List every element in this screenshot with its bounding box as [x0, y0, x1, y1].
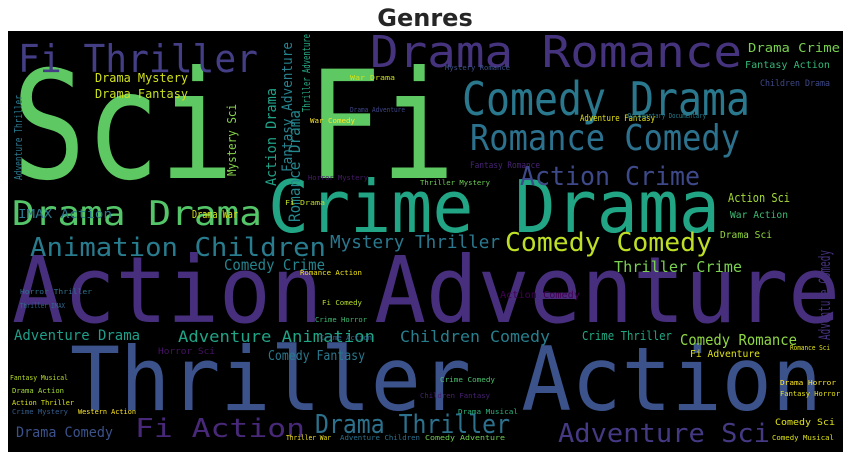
word: Drama Action [12, 387, 64, 395]
word: Drama Mystery [95, 71, 188, 85]
word: Fantasy Horror [780, 390, 840, 398]
word: Action Thriller [12, 399, 74, 407]
word: Thriller Crime [614, 258, 742, 276]
word: Adventure Animation [178, 327, 375, 346]
word: War Drama [350, 74, 395, 82]
word: Action Drama [264, 88, 280, 186]
word: Drama Sci [720, 230, 772, 241]
word: Drama Crime [748, 41, 840, 55]
word: Adventure Thriller [12, 95, 25, 180]
word: Drama Fantasy [95, 87, 188, 101]
word: Drama War [192, 208, 238, 221]
word: Drama Romance [370, 27, 742, 78]
word: Action Sci [728, 191, 790, 205]
word: Crime Mystery [12, 408, 68, 416]
word: Comedy Romance [680, 331, 797, 349]
word: Thriller Action [70, 328, 822, 431]
word: Fi Action [135, 414, 305, 444]
word: Fi Adventure [690, 349, 760, 360]
word: Drama Comedy [16, 425, 113, 441]
word: Fi Thriller [18, 37, 258, 81]
word: Action Crime [520, 162, 700, 192]
cloud-background [8, 31, 843, 452]
word: Crime Horror [315, 316, 367, 324]
word: Comedy Sci [775, 418, 835, 428]
word: Children Drama [760, 79, 830, 89]
word: Fi Comedy [322, 299, 362, 307]
word: Thriller IMAX [20, 302, 66, 310]
word: Adventure Children [340, 434, 420, 442]
word: Fantasy Romance [470, 161, 540, 171]
word: Thriller Adventure [300, 34, 313, 112]
word: Mystery Sci [225, 104, 239, 176]
word: Romance Sci [790, 344, 830, 352]
word: Thriller War [286, 434, 331, 442]
chart-title: Genres [377, 4, 472, 32]
word: Fi Drama [285, 199, 325, 207]
word: Children Fantasy [420, 392, 490, 400]
word: Comedy Drama [462, 72, 750, 126]
word: Comedy Fantasy [268, 349, 365, 364]
word: Western Action [78, 408, 136, 416]
word: Fantasy Musical [10, 374, 68, 382]
word: Mystery Romance [445, 64, 510, 72]
word: Sci Fi [12, 40, 455, 214]
word: Crime Comedy [440, 376, 495, 384]
word: Comedy Comedy [505, 228, 712, 258]
word: War Comedy [310, 117, 355, 125]
word: IMAX Action [18, 207, 112, 221]
word: Romance Action [300, 269, 362, 277]
word: Fantasy Action [745, 60, 830, 71]
word: Thriller Mystery [420, 179, 490, 187]
word: Horror Thriller [20, 288, 92, 296]
word: Adventure Sci [558, 419, 770, 449]
word: Mystery Thriller [330, 232, 500, 253]
word: Action Comedy [500, 290, 580, 301]
word: Documentary Documentary [628, 112, 706, 120]
word: War Action [730, 210, 788, 221]
word: Adventure Comedy [815, 250, 834, 340]
word: Crime Thriller [582, 329, 672, 343]
word: Crime Action [320, 334, 372, 342]
word: Drama Thriller [315, 410, 510, 440]
word: Horror Sci [158, 347, 215, 357]
word: Crime Drama [268, 165, 720, 249]
word: Drama Drama [12, 194, 262, 234]
word: Horror Mystery [308, 174, 368, 182]
word: Romance Comedy [470, 118, 740, 159]
word: Action Adventure [12, 237, 840, 344]
word: Adventure Fantasy [580, 114, 655, 124]
word: Comedy Musical [772, 434, 834, 442]
word: Children Comedy [400, 327, 550, 346]
word: Drama Musical [458, 408, 518, 416]
word: Animation Children [30, 233, 326, 263]
word: Fantasy Adventure [280, 42, 296, 172]
word: Adventure Drama [14, 328, 140, 344]
word: Drama Adventure [350, 106, 405, 114]
word: Comedy Crime [224, 256, 325, 274]
word: Drama Horror [780, 379, 836, 387]
word: Romance Drama [285, 110, 304, 222]
word: Comedy Adventure [425, 434, 505, 442]
